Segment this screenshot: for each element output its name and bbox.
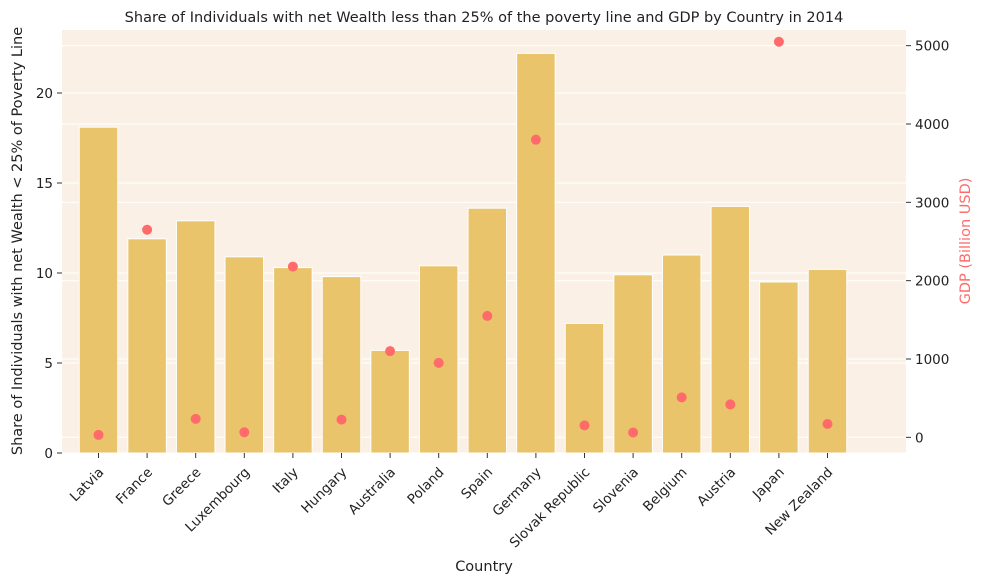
right-y-axis: 0 1000 2000 3000 4000 5000 [906,39,949,446]
y-tick-label: 20 [36,86,53,102]
y2-tick-label: 1000 [915,352,949,368]
y2-tick-label: 0 [915,430,924,446]
y2-tick-label: 2000 [915,274,949,290]
y-tick-label: 0 [44,446,53,462]
y-tick-label: 15 [36,176,53,192]
gdp-point-austria [725,399,736,410]
gdp-point-italy [287,261,298,272]
chart-title: Share of Individuals with net Wealth les… [125,10,844,26]
gdp-point-belgium [676,392,687,403]
bar-slovenia [613,274,653,454]
y2-tick-label: 3000 [915,195,949,211]
bar-spain [467,207,508,454]
x-tick-label: Japan [749,465,788,504]
x-tick-label: Hungary [298,465,350,517]
x-tick-label: Australia [345,465,399,519]
gdp-point-spain [482,310,493,321]
x-axis-label: Country [455,559,513,575]
x-tick-label: Poland [404,465,447,508]
y-tick-label: 10 [36,266,53,282]
y-axis-label: Share of Individuals with net Wealth < 2… [10,27,26,455]
x-tick-label: Italy [270,465,302,497]
x-tick-label: Greece [159,465,204,510]
y2-tick-label: 4000 [915,117,949,133]
bar-latvia [78,126,119,454]
gdp-point-new-zealand [822,419,833,430]
scatter-series [93,36,833,440]
x-tick-label: Latvia [67,465,107,505]
bar-slovak-republic [564,322,605,454]
gdp-point-latvia [93,429,104,440]
x-tick-label: Belgium [640,465,690,515]
bar-italy [273,267,313,454]
gdp-point-france [142,224,153,235]
bar-germany [516,52,556,454]
x-tick-label: France [113,465,156,508]
bar-japan [759,281,799,454]
bar-france [127,238,167,454]
gdp-point-hungary [336,414,347,425]
gdp-point-slovak-republic [579,420,590,431]
bar-luxembourg [224,256,265,454]
y2-tick-label: 5000 [915,39,949,55]
bar-austria [710,205,751,454]
x-tick-label: Slovenia [590,465,642,517]
bar-australia [370,349,410,454]
bar-hungary [321,276,362,454]
y-tick-label: 5 [44,356,53,372]
left-y-axis: 0 5 10 15 20 [36,86,62,462]
bar-belgium [661,254,702,454]
x-tick-label: Spain [458,465,496,503]
gdp-point-luxembourg [239,427,250,438]
gdp-point-poland [433,357,444,368]
gdp-point-slovenia [628,427,639,438]
y2-axis-label: GDP (Billion USD) [958,178,974,305]
gdp-point-australia [385,346,396,357]
gdp-point-japan [773,36,784,47]
gdp-point-germany [530,134,541,145]
gdp-point-greece [190,413,201,424]
x-tick-label: Austria [694,465,739,510]
